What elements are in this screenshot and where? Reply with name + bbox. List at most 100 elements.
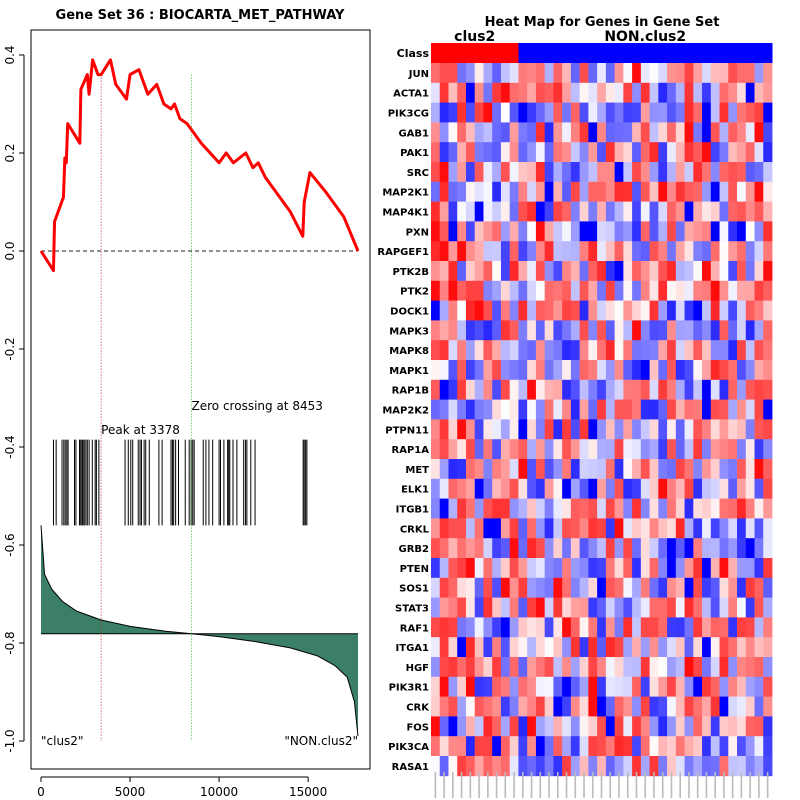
heatmap-cell — [465, 597, 476, 618]
heatmap-cell — [675, 617, 685, 638]
heatmap-cell — [474, 459, 484, 480]
heatmap-cell — [728, 280, 738, 301]
heatmap-cell — [474, 498, 484, 519]
heatmap-cell — [623, 498, 633, 519]
heatmap-cell — [509, 340, 519, 361]
heatmap-cell — [500, 459, 511, 480]
heatmap-cell — [439, 676, 449, 697]
heatmap-cell — [579, 122, 589, 143]
heatmap-cell — [474, 181, 484, 202]
heatmap-cell — [553, 280, 563, 301]
heatmap-cell — [614, 221, 624, 242]
heatmap-cell — [649, 696, 659, 717]
heatmap-cell — [562, 716, 572, 737]
heatmap-cell — [570, 340, 581, 361]
heatmap-cell — [544, 379, 554, 400]
heatmap-cell — [439, 558, 449, 579]
gene-label: PTEN — [400, 564, 429, 575]
heatmap-cell — [623, 478, 633, 499]
heatmap-cell — [605, 82, 616, 103]
heatmap-cell — [693, 756, 703, 777]
heatmap-cell — [553, 597, 563, 618]
heatmap-cell — [570, 577, 581, 598]
heatmap-cell — [579, 360, 589, 381]
heatmap-cell — [597, 419, 607, 440]
heatmap-cell — [597, 360, 607, 381]
heatmap-cell — [544, 360, 554, 381]
heatmap-cell — [570, 122, 581, 143]
heatmap-cell — [728, 657, 738, 678]
heatmap-cell — [640, 538, 650, 559]
heatmap-cell — [702, 280, 712, 301]
heatmap-cell — [728, 221, 738, 242]
heatmap-cell — [465, 577, 476, 598]
heatmap-cell — [439, 63, 449, 84]
heatmap-cell — [667, 320, 677, 341]
heatmap-cell — [702, 122, 712, 143]
right-class-label: "NON.clus2" — [284, 734, 358, 748]
heatmap-cell — [483, 538, 493, 559]
heatmap-cell — [570, 280, 581, 301]
heatmap-cell — [614, 577, 624, 598]
heatmap-cell — [562, 558, 572, 579]
heatmap-cell — [649, 676, 659, 697]
heatmap-cell — [745, 736, 755, 757]
heatmap-cell — [684, 459, 694, 480]
heatmap-cell — [737, 419, 747, 440]
heatmap-cell — [457, 340, 467, 361]
heatmap-cell — [710, 676, 720, 697]
heatmap-cell — [431, 82, 441, 103]
heatmap-cell — [745, 221, 755, 242]
heatmap-cell — [483, 558, 493, 579]
heatmap-cell — [649, 241, 659, 262]
heatmap-cell — [675, 201, 685, 222]
heatmap-cell — [667, 577, 677, 598]
heatmap-cell — [553, 82, 563, 103]
heatmap-cell — [544, 63, 554, 84]
heatmap-cell — [737, 142, 747, 163]
heatmap-cell — [684, 241, 694, 262]
heatmap-cell — [728, 756, 738, 777]
heatmap-cell — [702, 518, 712, 539]
heatmap-cell — [562, 320, 572, 341]
heatmap-cell — [632, 736, 642, 757]
heatmap-cell — [439, 478, 449, 499]
heatmap-cell — [518, 82, 528, 103]
heatmap-cell — [649, 419, 659, 440]
heatmap-cell — [431, 657, 441, 678]
heatmap-cell — [544, 676, 554, 697]
heatmap-cell — [719, 320, 729, 341]
heatmap-cell — [588, 419, 598, 440]
heatmap-cell — [483, 181, 493, 202]
gene-label: MAP2K2 — [382, 406, 429, 417]
heatmap-cell — [483, 478, 493, 499]
heatmap-cell — [562, 736, 572, 757]
heatmap-cell — [527, 597, 537, 618]
heatmap-cell — [588, 280, 598, 301]
heatmap-cell — [518, 181, 528, 202]
heatmap-cell — [431, 340, 441, 361]
heatmap-cell — [439, 716, 449, 737]
heatmap-cell — [518, 280, 528, 301]
heatmap-cell — [623, 340, 633, 361]
heatmap-cell — [544, 478, 554, 499]
heatmap-cell — [544, 459, 554, 480]
heatmap-cell — [675, 162, 685, 183]
gene-label: PIK3CG — [388, 109, 429, 120]
heatmap-cell — [570, 399, 581, 420]
heatmap-cell — [431, 399, 441, 420]
heatmap-cell — [675, 82, 685, 103]
heatmap-cell — [763, 577, 773, 598]
heatmap-cell — [710, 498, 720, 519]
heatmap-cell — [579, 340, 589, 361]
heatmap-cell — [614, 597, 624, 618]
heatmap-cell — [605, 617, 616, 638]
heatmap-cell — [553, 201, 563, 222]
heatmap-cell — [465, 360, 476, 381]
heatmap-cell — [500, 399, 511, 420]
heatmap-cell — [465, 181, 476, 202]
heatmap-cell — [745, 340, 755, 361]
heatmap-cell — [579, 379, 589, 400]
heatmap-cell — [675, 241, 685, 262]
heatmap-cell — [431, 300, 441, 321]
